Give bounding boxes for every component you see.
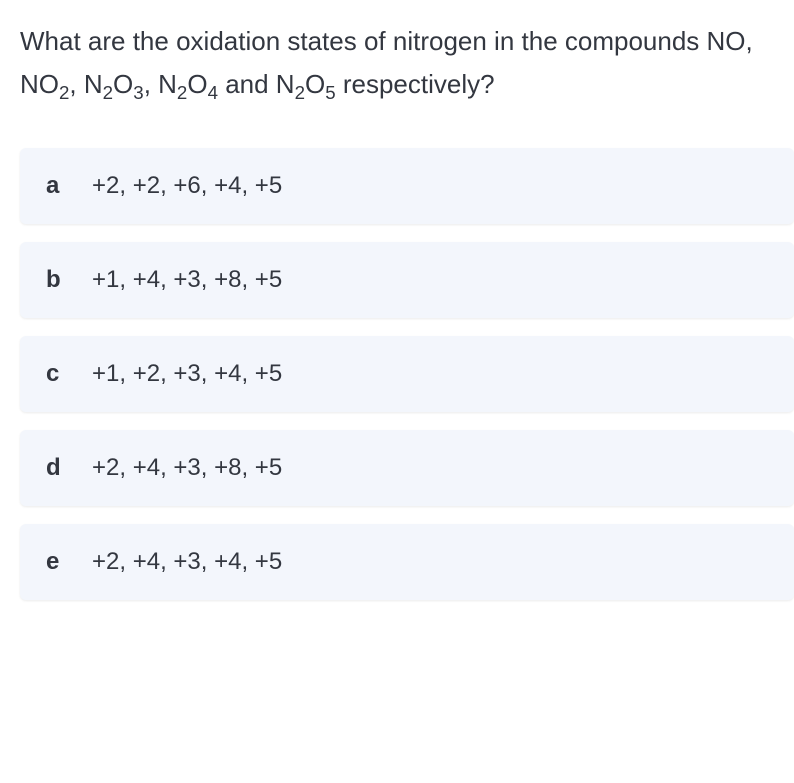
option-text: +1, +2, +3, +4, +5 bbox=[92, 360, 282, 388]
q-part-12: O bbox=[305, 69, 325, 99]
option-b[interactable]: b +1, +4, +3, +8, +5 bbox=[20, 242, 794, 318]
q-sub-11: 2 bbox=[295, 82, 305, 103]
question-text: What are the oxidation states of nitroge… bbox=[20, 20, 794, 106]
option-letter: a bbox=[46, 172, 64, 200]
option-letter: d bbox=[46, 454, 64, 482]
q-part-4: O bbox=[113, 69, 133, 99]
q-part-8: O bbox=[187, 69, 207, 99]
q-sub-5: 3 bbox=[133, 82, 143, 103]
option-e[interactable]: e +2, +4, +3, +4, +5 bbox=[20, 524, 794, 600]
option-d[interactable]: d +2, +4, +3, +8, +5 bbox=[20, 430, 794, 506]
q-part-14: respectively? bbox=[336, 69, 495, 99]
option-text: +2, +4, +3, +4, +5 bbox=[92, 548, 282, 576]
q-sub-13: 5 bbox=[325, 82, 335, 103]
q-part-2: , N bbox=[69, 69, 102, 99]
option-text: +2, +2, +6, +4, +5 bbox=[92, 172, 282, 200]
q-part-6: , N bbox=[144, 69, 177, 99]
q-sub-7: 2 bbox=[177, 82, 187, 103]
options-list: a +2, +2, +6, +4, +5 b +1, +4, +3, +8, +… bbox=[20, 148, 794, 600]
option-text: +2, +4, +3, +8, +5 bbox=[92, 454, 282, 482]
option-a[interactable]: a +2, +2, +6, +4, +5 bbox=[20, 148, 794, 224]
q-sub-9: 4 bbox=[208, 82, 218, 103]
option-letter: c bbox=[46, 360, 64, 388]
option-letter: e bbox=[46, 548, 64, 576]
q-sub-1: 2 bbox=[59, 82, 69, 103]
q-part-10: and N bbox=[218, 69, 295, 99]
option-text: +1, +4, +3, +8, +5 bbox=[92, 266, 282, 294]
option-c[interactable]: c +1, +2, +3, +4, +5 bbox=[20, 336, 794, 412]
q-sub-3: 2 bbox=[103, 82, 113, 103]
option-letter: b bbox=[46, 266, 64, 294]
